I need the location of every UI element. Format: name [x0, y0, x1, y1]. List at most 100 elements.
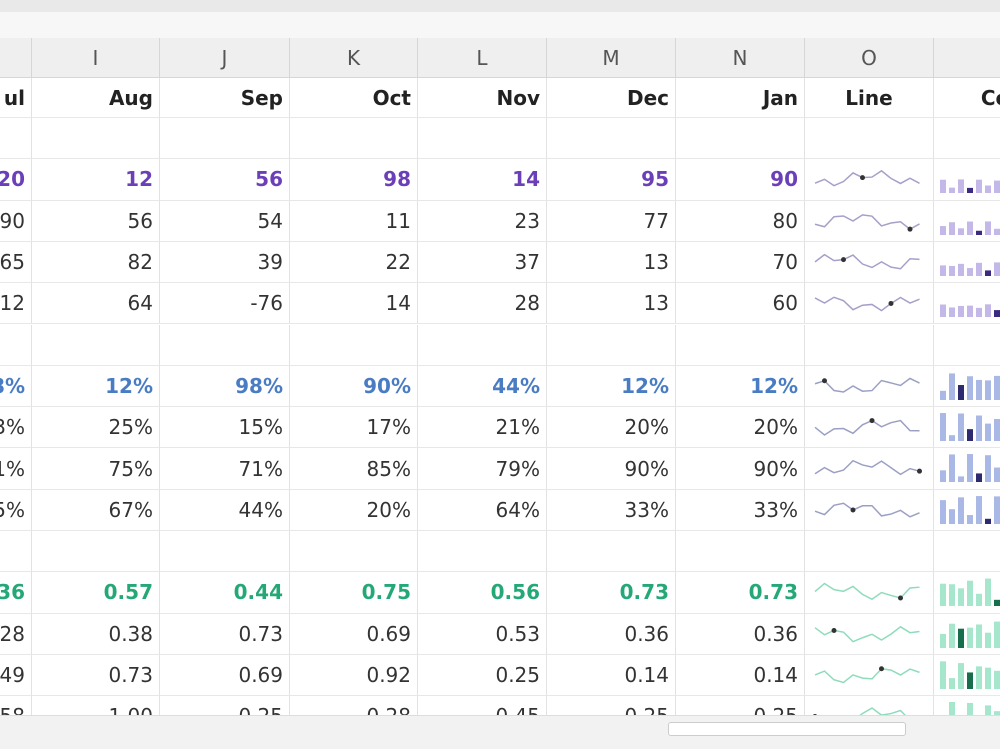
- cell-value: 25%: [32, 407, 160, 449]
- cell-value: 85%: [290, 448, 418, 490]
- cell-value: 70: [676, 241, 805, 284]
- sparkline-cell: [934, 655, 1000, 697]
- sparkline: [814, 625, 920, 643]
- cell-value: 13: [547, 283, 676, 325]
- column-header: ul: [0, 78, 32, 118]
- sparkline: [814, 418, 920, 437]
- cell-value: 0.73: [32, 654, 160, 697]
- cell-value: 20%: [290, 489, 418, 531]
- cell-value: 64: [32, 283, 160, 325]
- empty-cell: [0, 324, 32, 366]
- column-header: Sep: [160, 78, 290, 118]
- empty-cell: [934, 531, 1000, 573]
- column-header: Oct: [290, 78, 418, 118]
- sparkline-cell: [934, 159, 1000, 201]
- column-letter: K: [290, 38, 418, 78]
- cell-value: 22: [290, 241, 418, 284]
- cell-value: 49: [0, 654, 32, 697]
- cell-value: 1%: [0, 448, 32, 490]
- cell-value: 5%: [0, 489, 32, 531]
- empty-cell: [0, 531, 32, 573]
- column-letter: [0, 38, 32, 78]
- column-letter: M: [547, 38, 676, 78]
- sparkline-cell: [934, 242, 1000, 284]
- cell-value: 71%: [160, 448, 290, 490]
- sparkline-cell: [805, 283, 934, 325]
- sparkline-cell: [805, 572, 934, 614]
- cell-value: 33%: [547, 489, 676, 531]
- empty-cell: [547, 324, 676, 366]
- column-sparkline: [940, 621, 1000, 648]
- sparkline: [814, 502, 920, 518]
- cell-value: 0.57: [32, 572, 160, 614]
- cell-value: 14: [418, 159, 547, 201]
- sparkline-cell: [805, 654, 934, 697]
- sparkline-cell: [805, 448, 934, 490]
- sparkline-cell: [805, 241, 934, 284]
- sparkline-cell: [805, 159, 934, 201]
- column-header: Jan: [676, 78, 805, 118]
- cell-value: 12: [0, 283, 32, 325]
- cell-value: 67%: [32, 489, 160, 531]
- empty-cell: [805, 118, 934, 160]
- column-letter: I: [32, 38, 160, 78]
- cell-value: 20: [0, 159, 32, 201]
- column-sparkline: [940, 413, 1000, 442]
- column-header: Aug: [32, 78, 160, 118]
- cell-value: 0.36: [547, 613, 676, 655]
- column-letter: O: [805, 38, 934, 78]
- cell-value: 79%: [418, 448, 547, 490]
- cell-value: 12%: [32, 365, 160, 408]
- empty-cell: [290, 324, 418, 366]
- empty-cell: [805, 324, 934, 366]
- cell-value: 3%: [0, 407, 32, 449]
- cell-value: 90%: [676, 448, 805, 490]
- cell-value: 0.36: [676, 613, 805, 655]
- cell-value: 0.73: [160, 613, 290, 655]
- cell-value: 75%: [32, 448, 160, 490]
- column-letter: J: [160, 38, 290, 78]
- empty-cell: [290, 118, 418, 160]
- cell-value: 0.69: [160, 654, 290, 697]
- empty-cell: [934, 118, 1000, 160]
- cell-value: 8%: [0, 365, 32, 408]
- sparkline-cell: [934, 366, 1000, 408]
- empty-cell: [418, 531, 547, 573]
- scrollbar-thumb[interactable]: [668, 722, 906, 736]
- column-sparkline: [940, 262, 1000, 276]
- cell-value: 0.44: [160, 572, 290, 614]
- sparkline-cell: [805, 407, 934, 449]
- cell-value: 80: [676, 200, 805, 242]
- empty-cell: [160, 118, 290, 160]
- cell-value: 12%: [676, 365, 805, 408]
- empty-cell: [32, 118, 160, 160]
- empty-cell: [547, 118, 676, 160]
- cell-value: 0.92: [290, 654, 418, 697]
- top-bar: [0, 0, 1000, 12]
- column-sparkline: [940, 221, 1000, 235]
- column-sparkline: [940, 661, 1000, 689]
- cell-value: 0.75: [290, 572, 418, 614]
- sparkline-cell: [805, 365, 934, 408]
- cell-value: 82: [32, 241, 160, 284]
- sparkline: [814, 170, 920, 187]
- cell-value: 20%: [676, 407, 805, 449]
- sparkline: [814, 460, 922, 476]
- sparkline-cell: [934, 407, 1000, 449]
- column-sparkline: [940, 454, 1000, 483]
- cell-value: 15%: [160, 407, 290, 449]
- empty-cell: [0, 118, 32, 160]
- sparkline: [814, 213, 920, 232]
- sparkline-cell: [934, 283, 1000, 325]
- cell-value: 44%: [418, 365, 547, 408]
- cell-value: 98: [290, 159, 418, 201]
- cell-value: 21%: [418, 407, 547, 449]
- sparkline-cell: [934, 490, 1000, 531]
- sparkline: [814, 582, 920, 601]
- sparkline: [814, 377, 920, 393]
- empty-cell: [805, 531, 934, 573]
- cell-value: 33%: [676, 489, 805, 531]
- cell-value: 95: [547, 159, 676, 201]
- cell-value: 36: [0, 572, 32, 614]
